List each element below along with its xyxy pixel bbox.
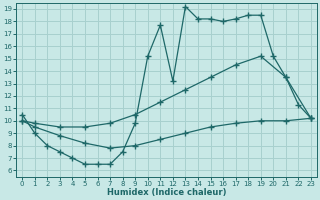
X-axis label: Humidex (Indice chaleur): Humidex (Indice chaleur) — [107, 188, 226, 197]
